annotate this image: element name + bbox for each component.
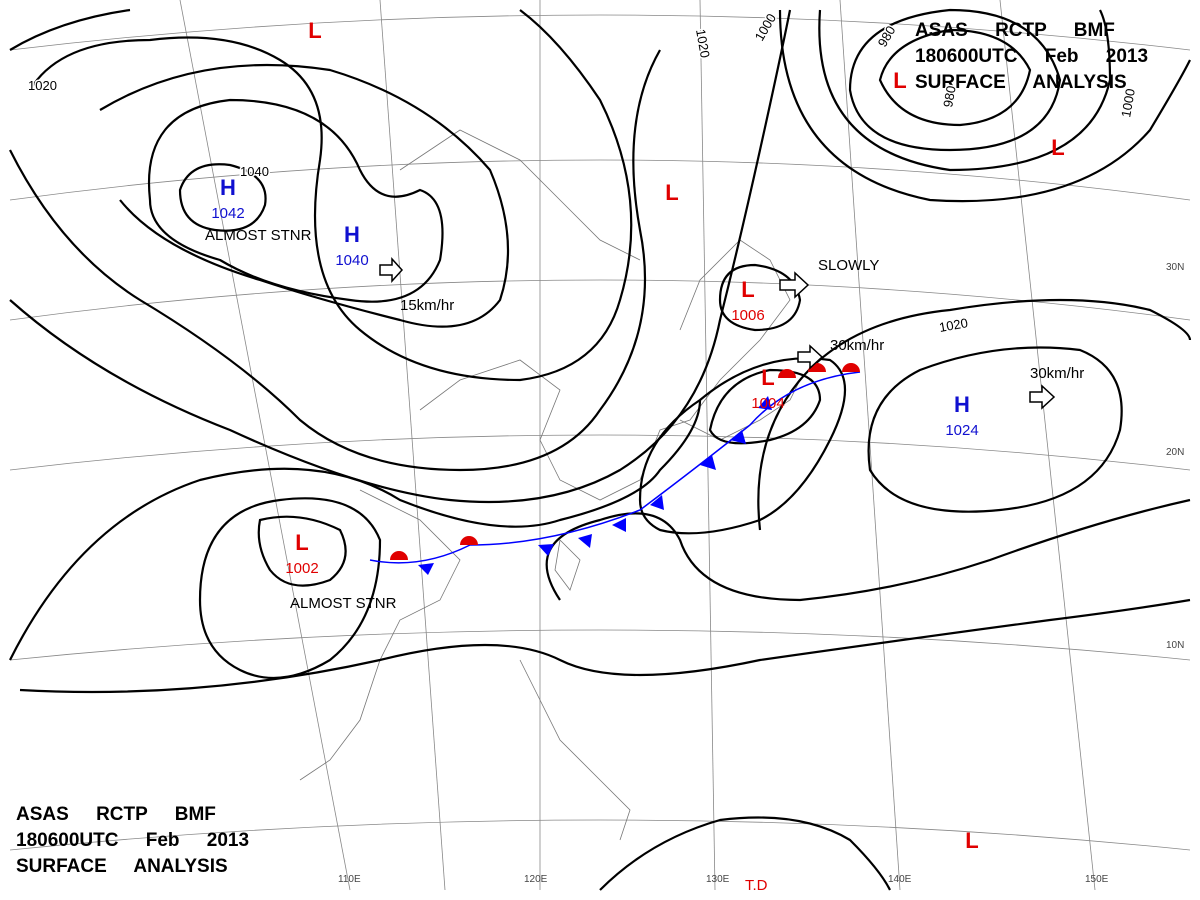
- annotation: 30km/hr: [830, 337, 884, 354]
- system-symbol: L: [893, 68, 906, 93]
- system-symbol: L: [295, 530, 308, 555]
- isobar-label: 1020: [938, 315, 969, 335]
- system-symbol: H: [344, 222, 360, 247]
- lon-label: 140E: [888, 874, 912, 885]
- lon-label: 130E: [706, 874, 730, 885]
- system-symbol: H: [220, 175, 236, 200]
- motion-arrows: [379, 257, 1056, 410]
- annotation: T.D: [745, 877, 768, 894]
- system-pressure: 1004: [751, 395, 784, 412]
- isobar-label: 980: [940, 85, 959, 109]
- header-line: 180600UTC Feb 2013: [915, 46, 1148, 67]
- header-line: SURFACE ANALYSIS: [915, 72, 1127, 93]
- system-symbol: L: [741, 277, 754, 302]
- isobar-label: 1020: [28, 78, 57, 93]
- system-pressure: 1002: [285, 560, 318, 577]
- lon-label: 120E: [524, 874, 548, 885]
- header-line: ASAS RCTP BMF: [915, 20, 1115, 41]
- lon-label: 110E: [338, 874, 361, 885]
- system-symbol: L: [308, 18, 321, 43]
- isobar-label: 1040: [240, 164, 269, 179]
- annotation: ALMOST STNR: [290, 595, 397, 612]
- isobars: [9, 8, 1192, 891]
- labels: ASAS RCTP BMF 180600UTC Feb 2013 SURFACE A…: [16, 9, 1184, 894]
- system-pressure: 1042: [211, 205, 244, 222]
- system-symbol: L: [965, 828, 978, 853]
- header-line: 180600UTC Feb 2013: [16, 830, 249, 851]
- system-symbol: L: [665, 180, 678, 205]
- coastlines: [299, 129, 801, 841]
- lon-label: 150E: [1085, 874, 1109, 885]
- system-pressure: 1040: [335, 252, 368, 269]
- system-symbol: H: [954, 392, 970, 417]
- lat-label: 10N: [1166, 640, 1184, 651]
- annotation: SLOWLY: [818, 257, 879, 274]
- lat-label: 30N: [1166, 262, 1184, 273]
- system-symbol: L: [1051, 135, 1064, 160]
- system-pressure: 1024: [945, 422, 978, 439]
- annotation: 15km/hr: [400, 297, 454, 314]
- system-pressure: 1006: [731, 307, 764, 324]
- isobar-label: 1020: [693, 28, 713, 59]
- lat-label: 20N: [1166, 447, 1184, 458]
- annotation: 30km/hr: [1030, 365, 1084, 382]
- front: [369, 363, 861, 575]
- header-line: SURFACE ANALYSIS: [16, 856, 228, 877]
- annotation: ALMOST STNR: [205, 227, 312, 244]
- isobar-label: 1000: [1118, 87, 1138, 118]
- header-line: ASAS RCTP BMF: [16, 804, 216, 825]
- system-symbol: L: [761, 365, 774, 390]
